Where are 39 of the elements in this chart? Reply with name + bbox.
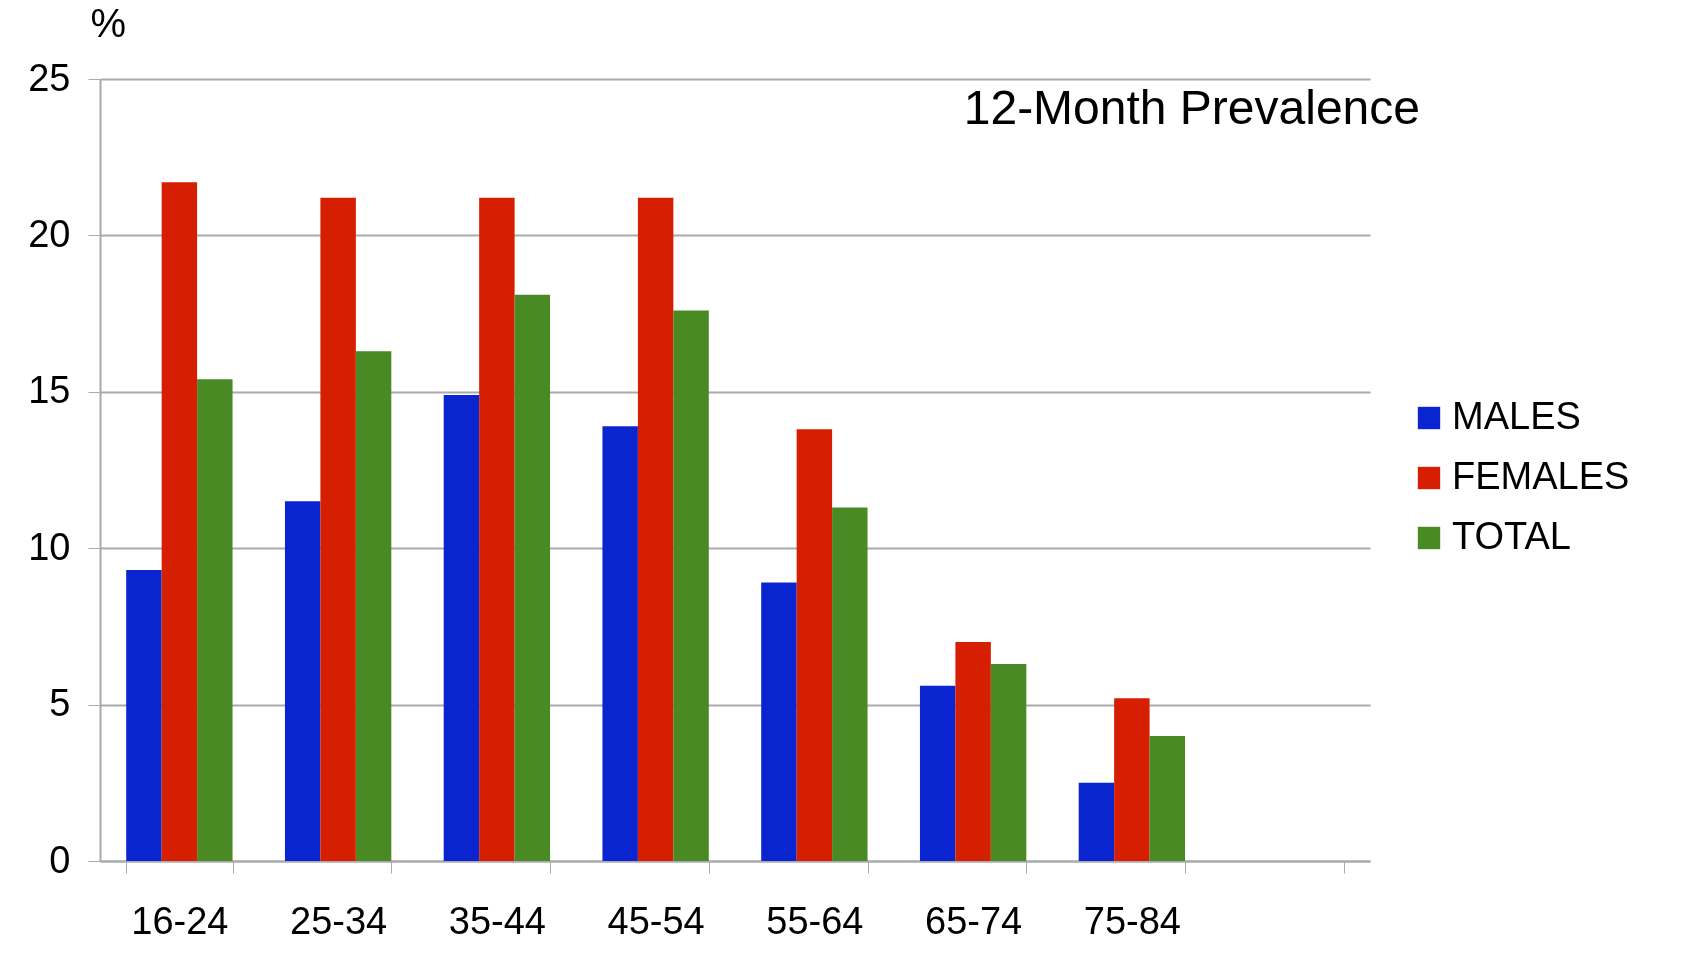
y-tick-label: 20 <box>28 212 71 255</box>
bar <box>637 197 674 861</box>
bar <box>284 501 321 861</box>
x-tick-label: 16-24 <box>131 899 229 942</box>
bar <box>832 507 868 861</box>
chart-title: 12-Month Prevalence <box>963 81 1420 134</box>
bar <box>1078 782 1115 861</box>
y-tick-label: 0 <box>49 838 71 881</box>
x-tick-label: 65-74 <box>925 899 1023 942</box>
bar <box>320 197 356 861</box>
bar <box>197 379 233 861</box>
x-tick-label: 45-54 <box>607 899 705 942</box>
y-tick-label: 5 <box>49 682 71 725</box>
x-tick-label: 35-44 <box>448 899 546 942</box>
y-axis-title: % <box>90 0 127 45</box>
y-tick-label: 15 <box>28 369 71 412</box>
bar <box>1149 735 1186 861</box>
bar <box>126 570 162 861</box>
bar <box>761 582 797 861</box>
x-tick-label: 55-64 <box>766 899 864 942</box>
bar <box>479 197 515 861</box>
bar <box>443 394 480 861</box>
legend-label: FEMALES <box>1452 455 1630 497</box>
bar <box>161 182 198 861</box>
bar <box>602 426 638 861</box>
bar <box>355 351 392 861</box>
legend-label: MALES <box>1452 395 1581 437</box>
legend-label: TOTAL <box>1452 515 1571 557</box>
y-tick-label: 10 <box>28 525 71 568</box>
bar <box>919 685 956 861</box>
y-tick-label: 25 <box>28 56 71 99</box>
bar <box>955 642 991 861</box>
bar <box>673 310 709 861</box>
bar <box>514 294 551 861</box>
bar <box>796 429 833 861</box>
x-tick-label: 25-34 <box>290 899 388 942</box>
bar <box>1114 698 1150 861</box>
bar <box>990 663 1027 861</box>
x-tick-label: 75-84 <box>1083 899 1181 942</box>
